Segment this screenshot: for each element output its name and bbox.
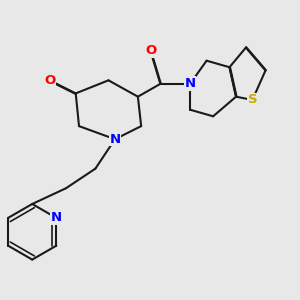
Text: O: O [44, 74, 55, 87]
Text: N: N [185, 77, 196, 90]
Text: N: N [110, 133, 121, 146]
Text: O: O [146, 44, 157, 57]
Text: N: N [51, 212, 62, 224]
Text: S: S [248, 93, 257, 106]
